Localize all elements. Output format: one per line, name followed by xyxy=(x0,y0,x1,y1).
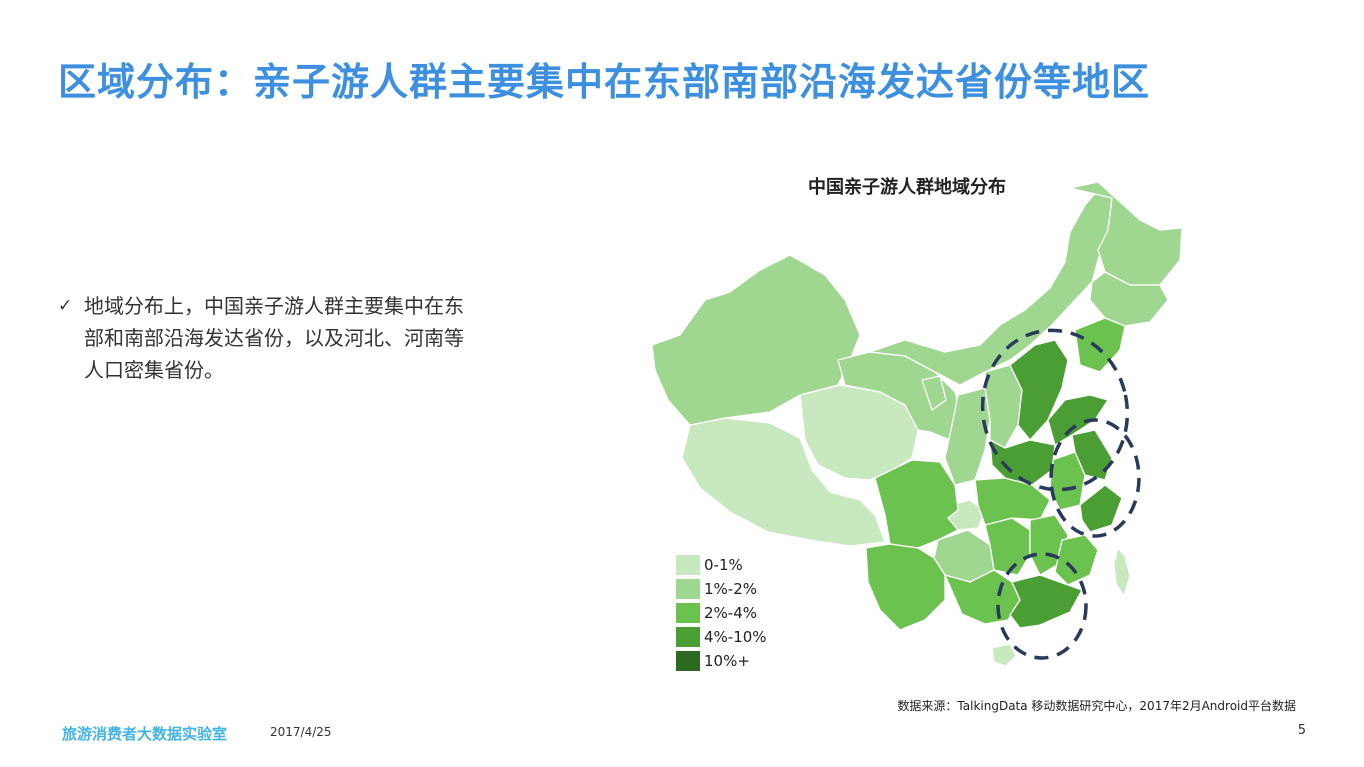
region-sichuan xyxy=(874,459,959,549)
page-number: 5 xyxy=(1297,723,1306,738)
legend-swatch xyxy=(676,627,700,647)
data-source-note: 数据来源：TalkingData 移动数据研究中心，2017年2月Android… xyxy=(897,699,1296,713)
highlight-ring-south xyxy=(996,552,1088,660)
region-yunnan xyxy=(865,543,946,631)
legend-swatch xyxy=(676,651,700,671)
legend-swatch xyxy=(676,579,700,599)
footer-date: 2017/4/25 xyxy=(270,725,332,739)
legend-label: 4%-10% xyxy=(704,628,767,646)
region-fujian xyxy=(1054,534,1099,586)
check-icon: ✓ xyxy=(58,296,73,316)
region-inner-mongolia xyxy=(869,189,1113,386)
legend-swatch xyxy=(676,603,700,623)
region-liaoning xyxy=(1074,317,1126,373)
map-legend: 0-1% 1%-2% 2%-4% 4%-10% 10%+ xyxy=(676,553,767,673)
region-zhejiang xyxy=(1079,484,1123,533)
legend-item: 4%-10% xyxy=(676,625,767,649)
region-heilongjiang xyxy=(1069,181,1183,286)
slide-title: 区域分布：亲子游人群主要集中在东部南部沿海发达省份等地区 xyxy=(58,60,1151,104)
region-taiwan xyxy=(1113,547,1131,597)
legend-swatch xyxy=(676,555,700,575)
region-xinjiang xyxy=(651,254,861,426)
highlight-ring-east xyxy=(1049,418,1141,538)
legend-label: 2%-4% xyxy=(704,604,758,622)
region-jiangsu xyxy=(1071,429,1113,481)
legend-item: 10%+ xyxy=(676,649,767,673)
highlight-ring-north xyxy=(980,328,1130,492)
footer-brand: 旅游消费者大数据实验室 xyxy=(62,725,228,743)
region-hainan xyxy=(991,643,1017,667)
legend-label: 1%-2% xyxy=(704,580,758,598)
region-guangxi xyxy=(944,569,1021,625)
region-ningxia xyxy=(921,375,947,411)
legend-label: 0-1% xyxy=(704,556,743,574)
region-xizang xyxy=(681,417,886,547)
bullet-text: 地域分布上，中国亲子游人群主要集中在东部和南部沿海发达省份，以及河北、河南等人口… xyxy=(84,294,464,382)
china-map xyxy=(651,181,1183,667)
legend-item: 0-1% xyxy=(676,553,767,577)
region-hebei xyxy=(1009,339,1069,441)
region-jilin xyxy=(1089,271,1169,327)
region-hunan xyxy=(984,517,1031,576)
map-title: 中国亲子游人群地域分布 xyxy=(808,177,1006,198)
legend-item: 2%-4% xyxy=(676,601,767,625)
region-guangdong xyxy=(1009,574,1083,629)
bullet-point: ✓ 地域分布上，中国亲子游人群主要集中在东部和南部沿海发达省份，以及河北、河南等… xyxy=(58,290,488,386)
legend-label: 10%+ xyxy=(704,652,750,670)
legend-item: 1%-2% xyxy=(676,577,767,601)
